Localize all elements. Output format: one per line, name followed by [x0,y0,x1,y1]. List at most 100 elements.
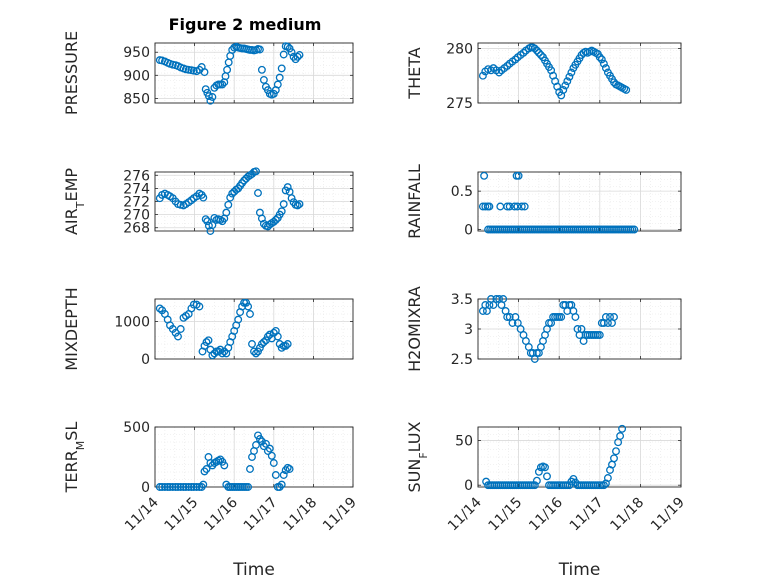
data-point [234,315,243,324]
data-point [563,77,572,86]
data-point [160,483,169,491]
data-point [269,217,278,226]
subplot-6: 2.5 3 3.5 H2OMIXRA [405,286,682,372]
data-point [503,313,512,321]
data-point [200,467,209,476]
data-point [184,65,193,74]
data-point [273,80,282,89]
data-point [283,340,292,348]
y-tick-label: 50 [455,433,473,449]
axes-box [477,42,682,104]
data-point [228,189,237,198]
data-point [567,68,576,77]
data-point [519,48,528,57]
data-point [218,80,227,89]
data-point [226,193,235,202]
data-point [279,200,288,209]
data-point [487,66,495,75]
data-point [254,347,262,356]
data-point [267,451,276,460]
data-point [287,48,296,57]
axes-box [477,171,682,232]
y-tick-label: 500 [123,420,150,436]
data-point [195,483,204,491]
data-point [201,215,210,224]
data-point [163,483,172,491]
data-point [269,459,278,467]
data-point [210,349,219,358]
data-point [521,337,530,345]
data-point [179,483,188,491]
data-point [174,483,182,491]
data-point [259,338,268,347]
data-point [283,183,292,192]
data-point [246,310,254,318]
data-point [189,66,198,75]
data-point [255,45,264,54]
x-axis-label: Time [558,560,601,580]
y-axis-label: RAINFALL [405,164,424,239]
data-point [601,64,610,73]
data-point [505,202,514,211]
axes-box [154,426,354,488]
data-point [273,332,282,341]
data-point [168,483,177,491]
x-axis-label: Time [232,560,275,580]
axes-box [154,298,354,360]
axes-box [154,42,354,104]
y-axis-label: PRESSURE [62,31,81,115]
y-tick-label: 1000 [114,315,150,331]
data-point [271,215,280,224]
data-point [287,194,296,203]
data-point [480,171,489,180]
data-point [168,60,177,69]
y-tick-label: 275 [446,96,473,112]
data-point [534,48,543,57]
data-point [516,325,525,333]
y-axis-label: AIRTEMP [62,168,87,235]
data-point [603,474,612,482]
data-point [543,472,551,481]
data-point [244,172,253,181]
data-point [283,42,292,51]
data-point [541,463,549,472]
data-point [595,53,604,62]
data-point [295,51,304,59]
data-point [257,437,266,446]
data-point [181,65,190,74]
data-point [612,447,620,456]
data-point [616,432,625,440]
data-point [200,341,209,350]
y-tick-label: 270 [123,208,150,224]
data-point [265,330,274,339]
data-point [244,483,253,491]
data-point [171,483,180,491]
series-markers [478,295,618,363]
data-point [248,340,256,348]
axes-box [477,426,682,488]
data-point [275,73,284,82]
data-point [595,331,604,339]
y-tick-label: 272 [123,195,150,211]
data-point [252,441,260,449]
data-point [204,336,213,345]
subplot-1: 850 900 950 PRESSURE [62,31,354,115]
data-point [176,483,185,491]
y-axis-label: H2OMIXRA [405,286,424,372]
data-point [517,202,526,211]
data-point [536,51,545,59]
data-point [530,44,539,53]
data-point [261,439,270,448]
data-point [254,189,262,197]
subplot-4: 0 0.5 RAINFALL [405,164,682,239]
data-point [216,345,225,354]
data-point [599,481,608,490]
data-point [503,202,512,211]
data-point [285,465,294,473]
data-point [224,200,233,209]
data-point [222,208,231,217]
series-markers [155,431,294,491]
data-point [181,483,190,491]
y-axis-label: SUNFLUX [405,421,430,492]
data-point [263,332,272,341]
